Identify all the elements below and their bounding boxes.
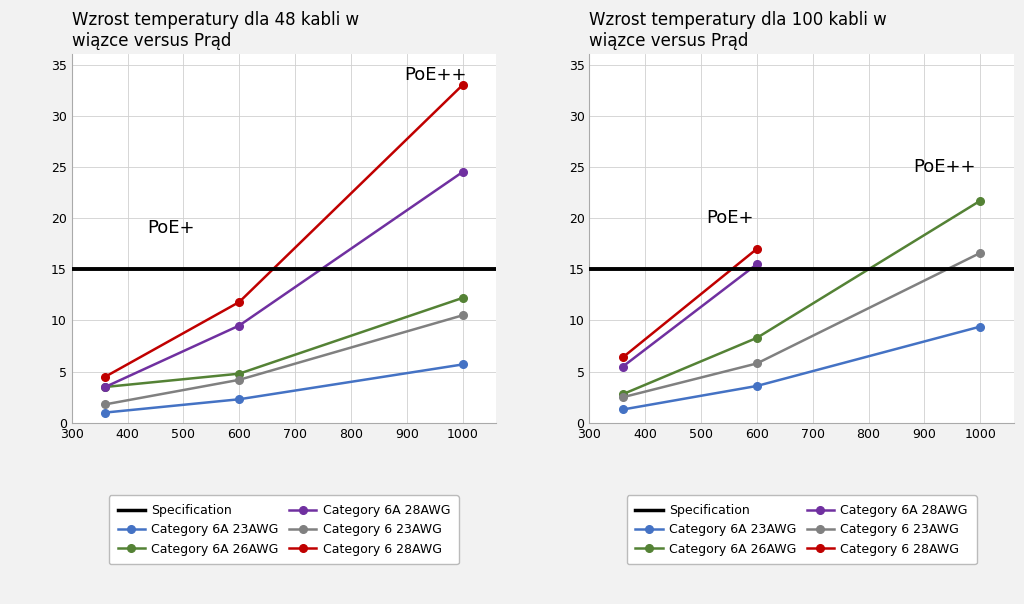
Text: Wzrost temperatury dla 100 kabli w
wiązce versus Prąd: Wzrost temperatury dla 100 kabli w wiązc… — [590, 11, 887, 50]
Legend: Specification, Category 6A 23AWG, Category 6A 26AWG, Category 6A 28AWG, Category: Specification, Category 6A 23AWG, Catego… — [109, 495, 459, 564]
Text: PoE+: PoE+ — [707, 209, 754, 227]
Text: PoE++: PoE++ — [403, 66, 466, 84]
Legend: Specification, Category 6A 23AWG, Category 6A 26AWG, Category 6A 28AWG, Category: Specification, Category 6A 23AWG, Catego… — [627, 495, 977, 564]
Text: Wzrost temperatury dla 48 kabli w
wiązce versus Prąd: Wzrost temperatury dla 48 kabli w wiązce… — [72, 11, 358, 50]
Text: PoE+: PoE+ — [147, 219, 195, 237]
Text: PoE++: PoE++ — [913, 158, 976, 176]
